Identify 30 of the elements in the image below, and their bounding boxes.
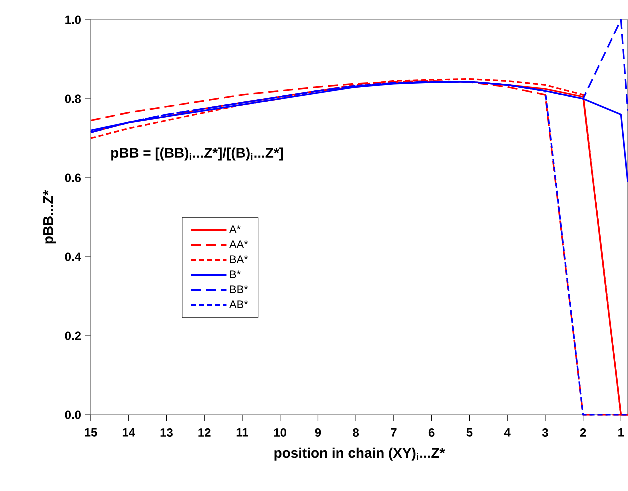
x-tick-label: 9 (315, 428, 322, 437)
legend-label: BA* (230, 256, 248, 264)
x-tick-label: 15 (85, 428, 98, 437)
legend-label: A* (230, 226, 241, 234)
x-tick-label: 12 (198, 428, 211, 437)
y-axis-title: pBB...Z* (44, 190, 56, 244)
x-tick-label: 14 (122, 428, 136, 437)
y-tick-label: 0.6 (65, 174, 82, 182)
x-axis-title: position in chain (XY)$_{i}$...Z* (274, 448, 446, 461)
x-tick-label: 1 (618, 428, 624, 437)
x-tick-label: 8 (353, 428, 360, 437)
y-tick-label: 1.0 (66, 16, 81, 24)
x-tick-label: 4 (504, 428, 511, 437)
x-tick-label: 6 (428, 428, 435, 437)
y-tick-label: 0.8 (65, 94, 82, 104)
y-tick-label: 0.2 (65, 332, 81, 340)
x-tick-label: 3 (542, 428, 548, 438)
x-tick-label: 7 (391, 428, 397, 437)
annotation: pBB = [(BB)$_{i}$...Z*]/[(B)$_{i}$...Z*] (112, 148, 284, 161)
x-tick-label: 13 (160, 428, 173, 438)
legend-label: AB* (230, 300, 248, 308)
y-tick-label: 0.4 (65, 252, 82, 262)
y-tick-label: 0.0 (65, 410, 81, 420)
x-tick-label: 5 (466, 428, 473, 437)
legend-label: BB* (230, 286, 248, 294)
x-tick-label: 11 (236, 428, 248, 437)
x-tick-label: 2 (580, 428, 586, 437)
x-tick-label: 10 (274, 428, 286, 437)
legend-label: AA* (230, 240, 248, 248)
legend-label: B* (230, 270, 241, 278)
